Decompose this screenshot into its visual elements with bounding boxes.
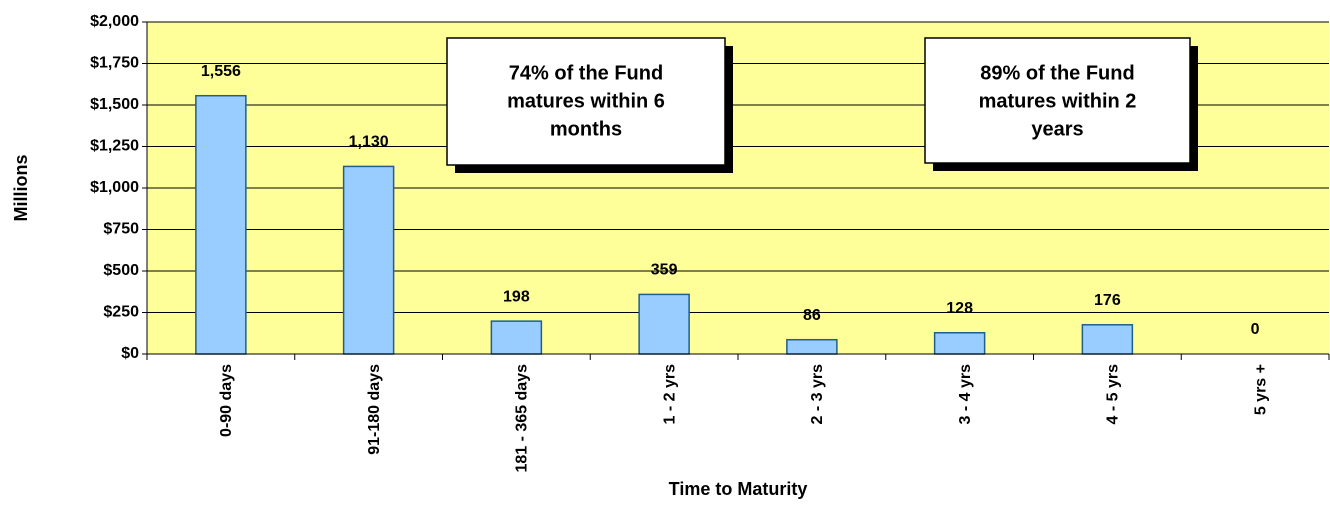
- annotation-text: years: [1031, 118, 1083, 140]
- data-label: 0: [1251, 321, 1260, 338]
- x-axis-title: Time to Maturity: [669, 479, 808, 499]
- x-tick-label: 5 yrs +: [1252, 364, 1269, 415]
- annotation-text: 74% of the Fund: [509, 62, 663, 84]
- data-label: 176: [1094, 292, 1121, 309]
- annotation-box: [924, 37, 1191, 164]
- y-tick-label: $750: [103, 221, 139, 238]
- y-tick-label: $1,500: [90, 96, 139, 113]
- data-label: 198: [503, 288, 530, 305]
- y-tick-label: $1,250: [90, 138, 139, 155]
- bar: [1081, 324, 1134, 355]
- x-tick-label: 3 - 4 yrs: [957, 364, 974, 425]
- data-label: 128: [946, 300, 973, 317]
- y-axis-title: Millions: [11, 155, 31, 222]
- y-tick-label: $250: [103, 304, 139, 321]
- annotation-box: [446, 37, 726, 166]
- annotation-text: matures within 6: [507, 90, 665, 112]
- x-tick-label: 181 - 365 days: [514, 364, 531, 473]
- bar: [342, 165, 395, 355]
- y-tick-label: $1,000: [90, 179, 139, 196]
- x-tick-label: 4 - 5 yrs: [1105, 364, 1122, 425]
- data-label: 86: [803, 307, 821, 324]
- annotation-text: 89% of the Fund: [980, 62, 1134, 84]
- data-label: 1,556: [201, 63, 241, 80]
- x-tick-label: 2 - 3 yrs: [809, 364, 826, 425]
- y-tick-label: $500: [103, 262, 139, 279]
- y-tick-label: $0: [121, 345, 139, 362]
- bar: [638, 293, 690, 355]
- annotation-text: months: [550, 118, 622, 140]
- x-tick-label: 0-90 days: [218, 364, 235, 437]
- x-tick-label: 1 - 2 yrs: [661, 364, 678, 425]
- bar: [195, 94, 247, 355]
- data-label: 1,130: [349, 134, 389, 151]
- bar: [786, 338, 838, 355]
- y-tick-label: $1,750: [90, 55, 139, 72]
- x-tick-label: 91-180 days: [366, 364, 383, 455]
- bar: [933, 332, 986, 355]
- data-label: 359: [651, 262, 678, 279]
- bar: [490, 320, 543, 355]
- annotation-text: matures within 2: [979, 90, 1137, 112]
- y-tick-label: $2,000: [90, 13, 139, 30]
